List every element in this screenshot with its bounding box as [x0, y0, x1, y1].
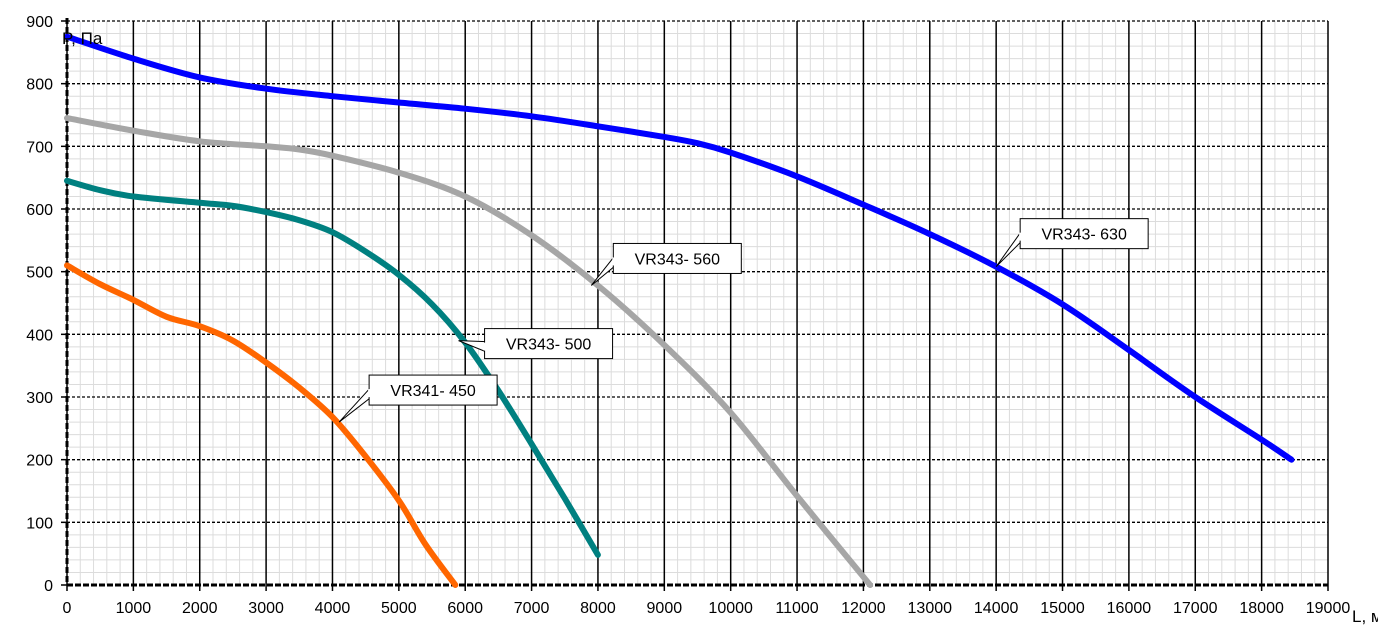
callout-box — [1019, 218, 1149, 250]
callout-label: VR341- 450 — [390, 383, 475, 400]
y-tick-label: 600 — [26, 202, 53, 219]
x-tick-label: 8000 — [580, 600, 616, 617]
x-tick-label: 3000 — [248, 600, 284, 617]
series-line-1 — [64, 177, 601, 558]
series-layer — [64, 33, 1295, 588]
x-tick-label: 9000 — [647, 600, 683, 617]
axes — [61, 18, 1329, 591]
callout-label: VR343- 630 — [1041, 227, 1126, 244]
callout-pointer — [995, 230, 1022, 268]
x-tick-label: 7000 — [514, 600, 550, 617]
series-callout: VR343- 500 — [458, 328, 614, 360]
x-tick-label: 1000 — [116, 600, 152, 617]
x-tick-label: 14000 — [974, 600, 1019, 617]
x-tick-label: 17000 — [1173, 600, 1218, 617]
callout-label: VR343- 560 — [635, 251, 720, 268]
tick-labels: 0 1000 2000 3000 4000 5000 6000 7000 8000 9000 100… — [26, 14, 1350, 617]
y-tick-label: 400 — [26, 327, 53, 344]
minor-grid — [67, 21, 1328, 585]
y-axis-title: P, Па — [62, 29, 103, 48]
x-tick-label: 2000 — [182, 600, 218, 617]
x-tick-label: 15000 — [1040, 600, 1085, 617]
series-callout: VR341- 450 — [338, 374, 498, 423]
y-tick-label: 800 — [26, 77, 53, 94]
x-tick-label: 5000 — [381, 600, 417, 617]
series-callout: VR343- 630 — [995, 218, 1149, 268]
series-callout: VR343- 560 — [590, 242, 742, 286]
callout-box — [612, 242, 742, 274]
y-tick-label: 900 — [26, 14, 53, 31]
y-tick-label: 200 — [26, 453, 53, 470]
x-tick-label: 0 — [63, 600, 72, 617]
y-tick-label: 700 — [26, 139, 53, 156]
x-tick-label: 16000 — [1107, 600, 1152, 617]
x-tick-label: 4000 — [315, 600, 351, 617]
callout-label: VR343- 500 — [506, 337, 591, 354]
x-axis-title: L, м³/ч — [1352, 607, 1378, 625]
callout-pointer — [338, 386, 371, 423]
x-tick-label: 13000 — [908, 600, 953, 617]
x-tick-label: 19000 — [1306, 600, 1351, 617]
callout-layer: VR341- 450 VR343- 500 VR343- 560 VR343- 630 — [338, 218, 1149, 423]
series-line-0 — [64, 262, 459, 588]
x-tick-label: 12000 — [841, 600, 886, 617]
series-line-2 — [64, 115, 874, 588]
y-tick-label: 500 — [26, 265, 53, 282]
major-grid — [66, 20, 1329, 585]
x-tick-label: 18000 — [1239, 600, 1284, 617]
y-tick-label: 300 — [26, 390, 53, 407]
series-line-3 — [64, 33, 1295, 463]
x-tick-label: 6000 — [447, 600, 483, 617]
y-tick-label: 0 — [44, 578, 53, 595]
x-tick-label: 11000 — [775, 600, 818, 617]
callout-box — [368, 374, 498, 406]
x-tick-label: 10000 — [708, 600, 753, 617]
y-tick-label: 100 — [26, 515, 53, 532]
